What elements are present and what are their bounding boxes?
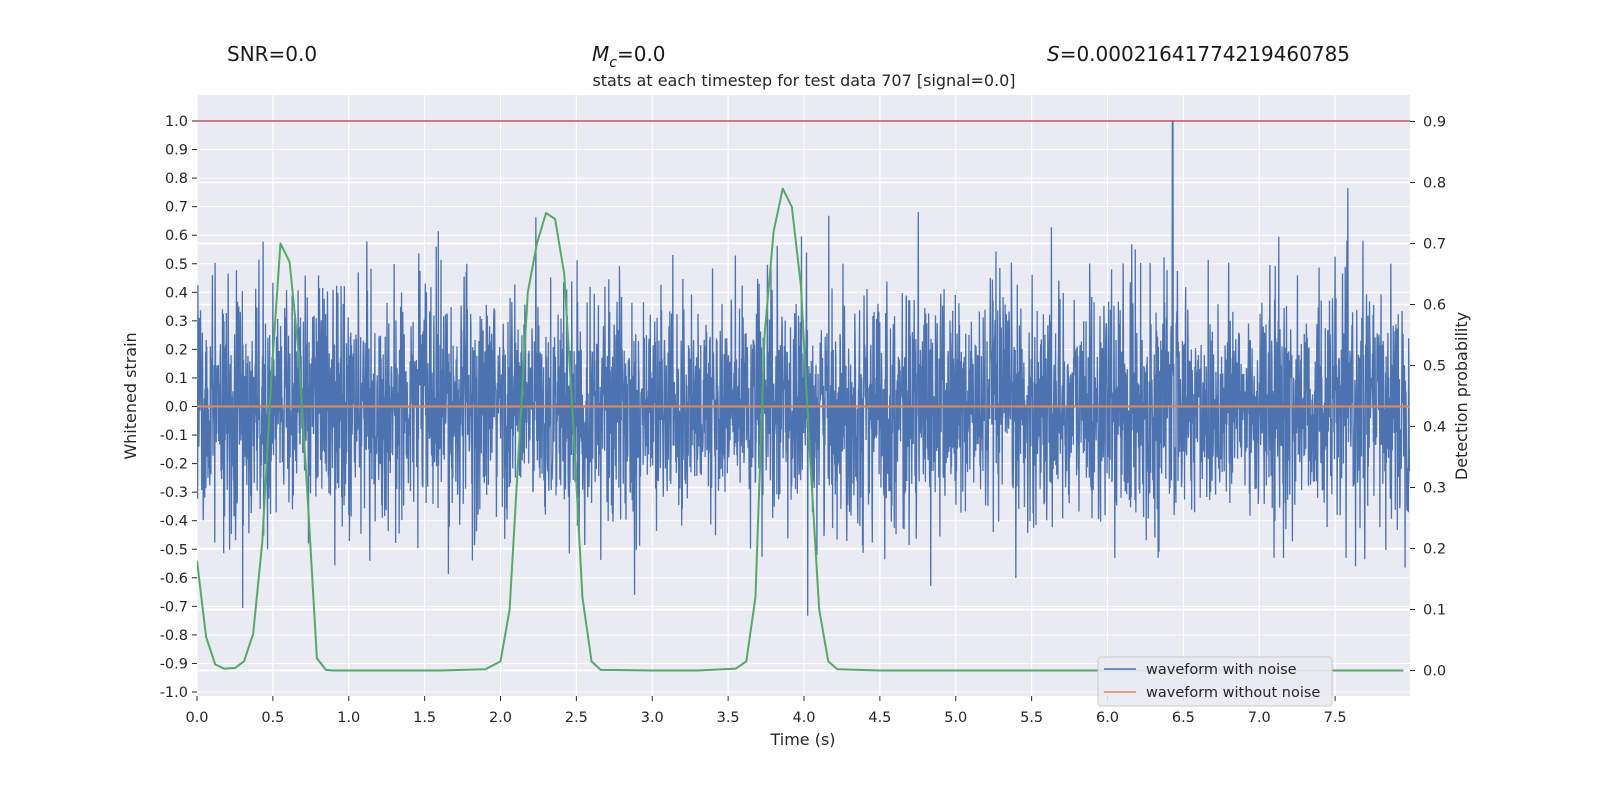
legend-box [1097,656,1333,707]
y-tick-label-left: -0.2 [160,457,188,473]
y-tick-label-left: -0.8 [160,628,188,644]
x-tick-label: 7.0 [1248,710,1271,726]
x-tick-label: 6.5 [1172,710,1195,726]
y-tick-label-right: 0.7 [1423,237,1446,253]
x-tick-label: 0.0 [185,710,208,726]
x-tick-label: 4.0 [792,710,815,726]
y-tick-label-right: 0.0 [1423,664,1446,680]
x-tick-label: 1.0 [337,710,360,726]
legend-label-noise: waveform with noise [1146,662,1297,678]
y-tick-label-left: 0.3 [165,314,188,330]
y-tick-label-left: -0.5 [160,542,188,558]
x-tick-label: 3.5 [717,710,740,726]
snr-stat: SNR=0.0 [227,42,317,66]
y-tick-label-right: 0.4 [1423,420,1446,436]
legend-label-clean: waveform without noise [1146,685,1320,701]
legend: waveform with noise waveform without noi… [1097,656,1333,707]
x-tick-label: 6.0 [1096,710,1119,726]
x-axis-label: Time (s) [769,730,835,749]
y-tick-label-left: 0.1 [165,371,188,387]
chirp-mass-stat: Mc=0.0 [592,42,666,71]
chart-title: stats at each timestep for test data 707… [592,71,1015,90]
y-tick-label-right: 0.9 [1423,115,1446,131]
y-tick-label-left: 0.0 [165,400,188,416]
series-detection-probability [197,187,1404,672]
y-tick-label-left: 0.9 [165,143,188,159]
y-tick-label-right: 0.1 [1423,603,1446,619]
x-tick-label: 5.5 [1020,710,1043,726]
y-tick-label-left: -0.3 [160,485,188,501]
y-tick-label-right: 0.2 [1423,542,1446,558]
y-tick-label-right: 0.8 [1423,176,1446,192]
y-tick-label-left: -1.0 [160,685,188,701]
y-tick-label-right: 0.6 [1423,298,1446,314]
x-tick-label: 5.0 [944,710,967,726]
chirp-mass-subscript: c [609,55,617,71]
chirp-mass-value: =0.0 [617,42,666,66]
x-tick-label: 3.0 [641,710,664,726]
data-layer [197,120,1410,672]
y-axis-label-left: Whitened strain [121,332,140,459]
x-tick-label: 2.5 [565,710,588,726]
y-tick-label-left: 1.0 [165,114,188,130]
y-axis-label-right: Detection probability [1452,312,1471,480]
y-tick-label-left: -0.1 [160,428,188,444]
s-stat: S=0.00021641774219460785 [1047,42,1350,66]
x-tick-label: 4.5 [868,710,891,726]
x-tick-label: 7.5 [1324,710,1347,726]
y-tick-label-left: 0.2 [165,342,188,358]
y-tick-label-right: 0.3 [1423,481,1446,497]
tick-layer: 0.0 0.5 1.0 1.5 2.0 2.5 3.0 3.5 4.0 4.5 5.0 5.5 6.0 6… [160,114,1446,726]
s-value: =0.00021641774219460785 [1060,42,1350,66]
s-symbol: S [1047,42,1060,66]
y-tick-label-left: 0.6 [165,228,188,244]
y-tick-label-right: 0.5 [1423,359,1446,375]
y-tick-label-left: 0.5 [165,257,188,273]
y-tick-label-left: -0.7 [160,599,188,615]
y-tick-label-left: -0.6 [160,571,188,587]
y-tick-label-left: 0.8 [165,171,188,187]
chirp-mass-symbol: M [592,42,609,66]
y-tick-label-left: -0.9 [160,656,188,672]
y-tick-label-left: -0.4 [160,514,188,530]
y-tick-label-left: 0.4 [165,285,188,301]
y-tick-label-left: 0.7 [165,200,188,216]
x-tick-label: 1.5 [413,710,436,726]
x-tick-label: 0.5 [261,710,284,726]
x-tick-label: 2.0 [489,710,512,726]
